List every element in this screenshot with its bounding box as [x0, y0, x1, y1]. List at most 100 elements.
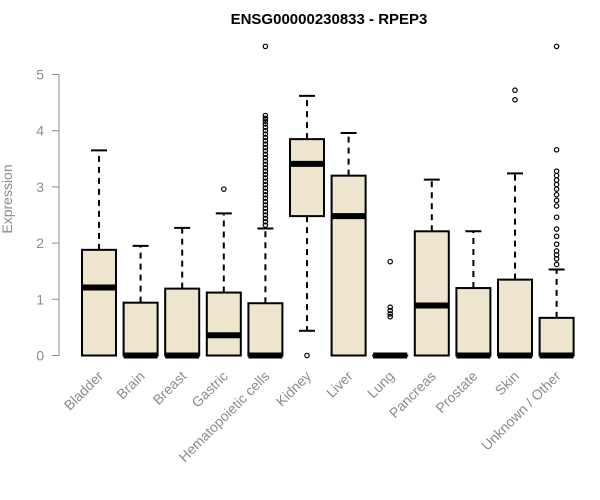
iqr-box: [289, 138, 325, 218]
outlier-point: [262, 181, 269, 188]
box-8: [372, 258, 409, 359]
iqr-box: [122, 301, 159, 357]
outlier-point: [262, 175, 269, 181]
outlier-point: [553, 177, 560, 183]
iqr-box: [164, 287, 201, 357]
x-tick-label: Bladder: [61, 368, 107, 414]
outlier-point: [262, 212, 269, 218]
outlier-point: [262, 202, 269, 208]
chart-title: ENSG00000230833 - RPEP3: [231, 11, 428, 28]
outlier-point: [262, 215, 269, 222]
outlier-point: [553, 226, 560, 232]
outlier-point: [262, 154, 269, 161]
outlier-point: [553, 256, 560, 262]
outlier-point: [387, 311, 394, 317]
iqr-box: [330, 174, 367, 357]
box-12: [538, 43, 575, 359]
outlier-point: [262, 138, 269, 144]
outlier-point: [262, 164, 269, 171]
iqr-box: [205, 291, 242, 357]
outlier-point: [553, 43, 560, 50]
outlier-point: [387, 307, 394, 314]
outlier-point: [262, 121, 269, 127]
outlier-point: [262, 127, 269, 134]
x-tick-label: Kidney: [273, 368, 315, 410]
outlier-point: [304, 352, 310, 359]
outlier-point: [262, 141, 269, 147]
x-tick-label: Breast: [149, 368, 189, 408]
outlier-point: [262, 195, 269, 201]
outlier-point: [262, 124, 269, 131]
iqr-box: [538, 316, 575, 357]
x-tick-label: Unknown / Other: [478, 368, 564, 454]
outlier-point: [553, 186, 560, 192]
outlier-point: [553, 241, 560, 248]
outlier-point: [262, 134, 269, 141]
y-tick-label: 2: [36, 235, 44, 251]
outlier-point: [262, 118, 269, 124]
x-tick-label: Lung: [364, 368, 397, 401]
outlier-point: [553, 168, 560, 174]
outlier-point: [262, 161, 269, 168]
outlier-point: [512, 87, 518, 94]
outlier-point: [553, 172, 560, 179]
outlier-point: [512, 96, 518, 103]
outlier-point: [553, 181, 560, 188]
box-9: [413, 178, 450, 357]
outlier-point: [262, 144, 269, 151]
box-11: [497, 87, 533, 359]
box-6: [289, 94, 325, 359]
outlier-point: [387, 304, 394, 310]
outlier-point: [553, 203, 560, 209]
x-tick-label: Skin: [492, 368, 523, 399]
outlier-point: [262, 148, 269, 154]
outlier-point: [262, 115, 269, 122]
box-4: [205, 186, 242, 357]
y-axis: 0 1 2 3 4 5: [36, 67, 60, 364]
outlier-point: [262, 208, 269, 215]
outlier-point: [262, 218, 269, 225]
iqr-box: [247, 302, 284, 357]
box-2: [122, 244, 159, 359]
outlier-point: [221, 186, 227, 192]
outlier-point: [262, 198, 269, 205]
outlier-point: [262, 205, 269, 212]
outlier-point: [262, 43, 269, 50]
y-tick-label: 4: [36, 123, 44, 139]
box-10: [455, 230, 492, 359]
y-tick-label: 1: [36, 291, 44, 307]
outlier-point: [262, 112, 269, 119]
outlier-point: [262, 191, 269, 198]
outlier-point: [553, 233, 560, 240]
y-tick-label: 0: [36, 348, 44, 364]
outlier-point: [553, 214, 560, 221]
outlier-point: [262, 131, 269, 137]
outlier-point: [553, 197, 560, 204]
outlier-point: [262, 222, 269, 228]
outlier-point: [387, 258, 394, 265]
outlier-point: [262, 178, 269, 185]
outlier-point: [262, 151, 269, 158]
y-tick-label: 5: [36, 67, 44, 83]
outlier-point: [262, 171, 269, 178]
y-tick-label: 3: [36, 179, 44, 195]
outlier-point: [262, 158, 269, 164]
y-axis-label: Expression: [0, 164, 15, 233]
box-1: [81, 149, 117, 357]
x-tick-label: Brain: [113, 368, 147, 402]
outlier-point: [553, 191, 560, 198]
boxes-group: [81, 43, 575, 359]
box-3: [164, 226, 201, 359]
outlier-point: [553, 261, 560, 268]
box-5: [247, 43, 284, 359]
x-tick-label: Liver: [323, 368, 356, 401]
iqr-box: [497, 278, 533, 357]
outlier-point: [262, 185, 269, 191]
outlier-point: [553, 147, 560, 153]
box-7: [330, 131, 367, 357]
outlier-point: [262, 188, 269, 195]
iqr-box: [455, 287, 492, 357]
outlier-point: [262, 168, 269, 174]
